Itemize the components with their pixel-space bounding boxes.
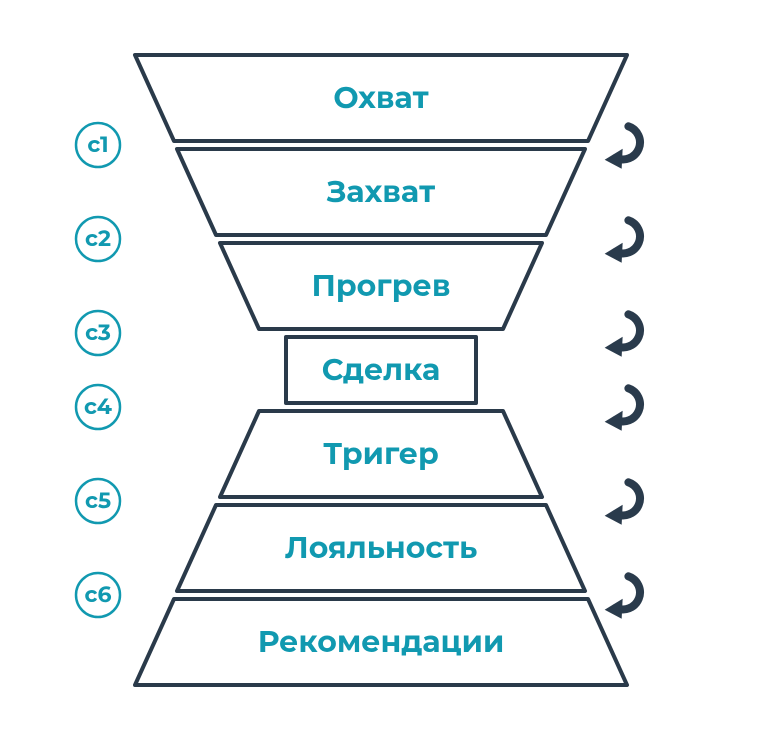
funnel-level-label-5: Лояльность (285, 529, 477, 566)
funnel-level-label-2: Прогрев (312, 267, 451, 304)
return-arrow-head-3 (605, 411, 623, 431)
hourglass-diagram: Охват Захват Прогрев Сделка Тригер Лояльность… (0, 0, 763, 743)
stage-badge-label-4: c5 (85, 487, 111, 514)
return-arrow-head-5 (605, 599, 623, 619)
funnel-level-label-0: Охват (333, 79, 428, 116)
funnel-level-label-6: Рекомендации (258, 623, 505, 660)
return-arrow-head-2 (605, 337, 623, 357)
return-arrow-head-4 (605, 505, 623, 525)
return-arrow-head-1 (605, 243, 623, 263)
funnel-level-label-1: Захват (326, 173, 435, 210)
stage-badge-label-0: c1 (87, 131, 108, 158)
funnel-level-label-3: Сделка (322, 351, 440, 388)
stage-badge-label-1: c2 (85, 225, 111, 252)
funnel-level-label-4: Тригер (323, 435, 439, 472)
stage-badge-label-3: c4 (84, 393, 112, 420)
stage-badge-label-2: c3 (85, 319, 111, 346)
return-arrow-head-0 (605, 149, 623, 169)
stage-badge-label-5: c6 (85, 581, 112, 608)
